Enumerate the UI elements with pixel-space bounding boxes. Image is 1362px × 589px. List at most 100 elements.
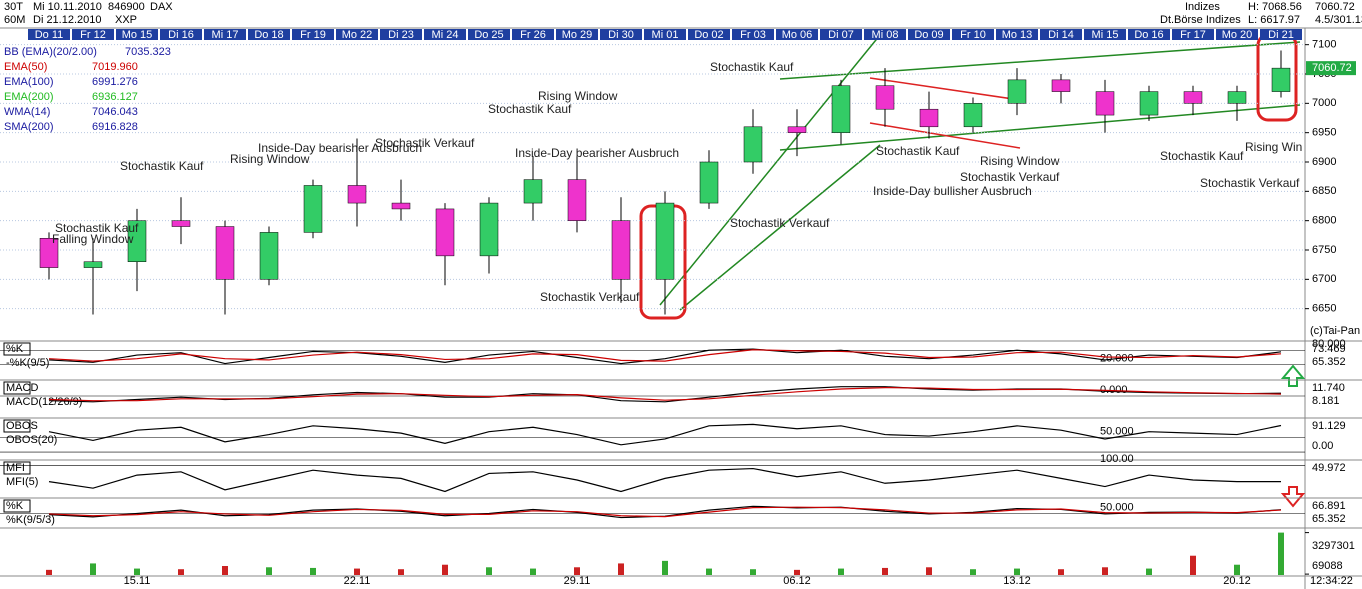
annotation: Rising Window bbox=[230, 152, 310, 166]
day-label: Mo 15 bbox=[122, 29, 153, 41]
volume-bar bbox=[530, 568, 536, 575]
annotation: Rising Window bbox=[538, 89, 618, 103]
day-label: Fr 17 bbox=[1180, 29, 1206, 41]
pane-label: %K bbox=[6, 343, 24, 355]
day-label: Do 25 bbox=[474, 29, 503, 41]
day-label: Fr 10 bbox=[960, 29, 986, 41]
series-name: %K(9/5/3) bbox=[6, 514, 55, 526]
day-label: Mo 29 bbox=[562, 29, 593, 41]
day-cell bbox=[28, 29, 70, 40]
candle-body bbox=[215, 226, 235, 280]
day-label: Fr 03 bbox=[740, 29, 766, 41]
day-cell bbox=[1216, 29, 1258, 40]
volume-bar bbox=[662, 560, 668, 575]
candle-body bbox=[655, 202, 675, 280]
volume-bar bbox=[574, 567, 580, 575]
annotation: Stochastik Verkauf bbox=[375, 136, 475, 150]
annotation: Rising Window bbox=[980, 154, 1060, 168]
header-text: DAX bbox=[150, 1, 173, 13]
candle-body bbox=[83, 261, 103, 268]
volume-bar bbox=[838, 568, 844, 575]
annotation: Stochastik Verkauf bbox=[1200, 176, 1300, 190]
pane-tag bbox=[3, 342, 31, 356]
last-value: 8.181 bbox=[1312, 395, 1340, 407]
day-label: Do 11 bbox=[35, 29, 64, 41]
day-label: Fr 26 bbox=[520, 29, 546, 41]
candle-body bbox=[611, 220, 631, 280]
arrow-up bbox=[1280, 364, 1306, 387]
legend-name: WMA(14) bbox=[4, 106, 50, 118]
trend-line bbox=[659, 34, 881, 306]
indicator-line bbox=[48, 386, 1282, 402]
annotation: Inside-Day bearisher Ausbruch bbox=[515, 146, 679, 160]
volume-bar bbox=[1190, 555, 1196, 575]
candle-body bbox=[1227, 91, 1247, 104]
x-tick-label: 15.11 bbox=[124, 575, 151, 587]
candle-body bbox=[259, 232, 279, 280]
indicator-line bbox=[48, 349, 1282, 362]
last-value: 11.740 bbox=[1312, 382, 1345, 394]
last-value: 65.352 bbox=[1312, 356, 1346, 368]
pane-label: OBOS bbox=[6, 420, 38, 432]
legend-name: EMA(50) bbox=[4, 61, 47, 73]
day-label: Di 23 bbox=[388, 29, 414, 41]
header-text: Dt.Börse Indizes bbox=[1160, 14, 1241, 26]
volume-bar bbox=[90, 563, 96, 575]
day-label: Do 02 bbox=[694, 29, 723, 41]
day-label: Do 18 bbox=[254, 29, 283, 41]
y-tick-label: 80.000 bbox=[1312, 338, 1346, 350]
day-label: Mo 22 bbox=[342, 29, 373, 41]
pane-tag bbox=[3, 419, 31, 433]
candle-body bbox=[699, 161, 719, 204]
day-label: Di 16 bbox=[168, 29, 194, 41]
day-cell bbox=[336, 29, 378, 40]
day-label: Mi 08 bbox=[872, 29, 899, 41]
day-cell bbox=[952, 29, 994, 40]
candle-body bbox=[787, 126, 807, 133]
volume-bar bbox=[1146, 568, 1152, 575]
volume-bar bbox=[222, 566, 228, 575]
series-name: OBOS(20) bbox=[6, 434, 57, 446]
last-value: 65.352 bbox=[1312, 513, 1346, 525]
day-cell bbox=[864, 29, 906, 40]
trend-line bbox=[869, 77, 1021, 101]
annotation: Stochastik Verkauf bbox=[540, 290, 640, 304]
candle-body bbox=[1271, 67, 1291, 92]
copyright: (c)Tai-Pan bbox=[1310, 325, 1360, 337]
y-tick-label: 6950 bbox=[1312, 127, 1336, 139]
volume-bar bbox=[398, 569, 404, 575]
annotation: Inside-Day bearisher Ausbruch bbox=[258, 141, 422, 155]
series-name: -%K(9/5) bbox=[6, 357, 49, 369]
y-tick-label: 50.000 bbox=[1100, 501, 1134, 513]
annotation: Stochastik Kauf bbox=[876, 144, 960, 158]
last-price-box bbox=[1306, 61, 1356, 76]
annotation: Inside-Day bullisher Ausbruch bbox=[873, 184, 1032, 198]
candle-body bbox=[831, 85, 851, 133]
volume-bar bbox=[134, 568, 140, 575]
volume-bar bbox=[442, 564, 448, 575]
day-cell bbox=[820, 29, 862, 40]
volume-bar bbox=[354, 568, 360, 575]
volume-bar bbox=[1102, 567, 1108, 575]
day-cell bbox=[512, 29, 554, 40]
day-cell bbox=[1260, 29, 1302, 40]
y-tick-label: 6650 bbox=[1312, 303, 1336, 315]
candle-body bbox=[919, 108, 939, 128]
volume-bar bbox=[310, 567, 316, 575]
volume-bar bbox=[1234, 564, 1240, 575]
candle-body bbox=[171, 220, 191, 227]
volume-bar bbox=[178, 569, 184, 575]
last-value: 66.891 bbox=[1312, 500, 1346, 512]
day-cell bbox=[72, 29, 114, 40]
header-text: 7060.72 bbox=[1315, 1, 1355, 13]
legend-value: 6916.828 bbox=[92, 121, 138, 133]
time: 12:34:22 bbox=[1310, 575, 1353, 587]
day-cell bbox=[468, 29, 510, 40]
y-tick-label: 6800 bbox=[1312, 215, 1336, 227]
volume-bar bbox=[1014, 568, 1020, 575]
x-tick-label: 06.12 bbox=[783, 575, 811, 587]
candle-body bbox=[963, 103, 983, 128]
day-cell bbox=[160, 29, 202, 40]
candle-body bbox=[39, 238, 59, 268]
day-label: Mo 13 bbox=[1002, 29, 1033, 41]
